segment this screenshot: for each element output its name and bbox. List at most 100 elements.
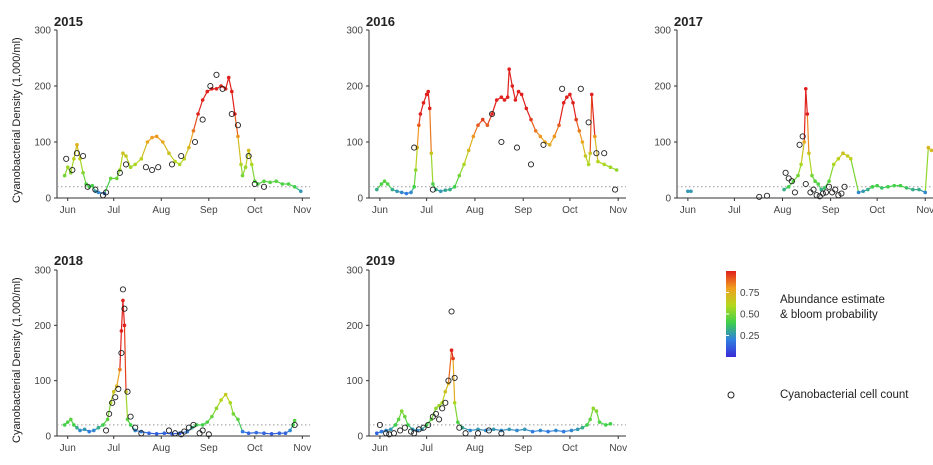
estimate-point — [515, 428, 519, 433]
estimate-point — [128, 423, 133, 427]
estimate-point — [65, 165, 70, 169]
estimate-point — [292, 418, 297, 423]
estimate-point — [210, 87, 214, 91]
count-point — [799, 133, 806, 140]
count-point — [841, 183, 848, 190]
count-point — [191, 138, 199, 146]
estimate-point — [476, 427, 480, 432]
estimate-point — [588, 417, 592, 422]
estimate-point — [122, 323, 127, 328]
estimate-point — [424, 92, 429, 97]
estimate-point — [82, 427, 87, 432]
estimate-point — [161, 140, 165, 144]
y-tick-label: 100 — [346, 138, 363, 149]
estimate-point — [451, 356, 455, 361]
estimate-point — [243, 165, 248, 169]
estimate-segment — [416, 125, 420, 148]
estimate-point — [538, 428, 543, 433]
estimate-point — [880, 186, 884, 190]
estimate-point — [429, 151, 434, 155]
estimate-point — [121, 298, 125, 303]
x-tick-label: Nov — [293, 443, 311, 454]
estimate-point — [283, 431, 288, 436]
count-point — [829, 189, 836, 196]
y-tick-label: 100 — [654, 138, 671, 149]
estimate-point — [124, 154, 128, 158]
estimate-point — [571, 101, 575, 105]
x-tick-label: Nov — [293, 205, 311, 216]
y-tick-label: 200 — [346, 321, 363, 332]
estimate-segment — [521, 94, 527, 109]
y-tick-label: 200 — [34, 82, 51, 93]
estimate-point — [845, 154, 850, 158]
x-tick-label: Jun — [60, 443, 76, 454]
estimate-point — [596, 159, 600, 164]
count-point — [397, 427, 404, 434]
estimate-point — [519, 92, 524, 97]
estimate-point — [476, 123, 480, 127]
estimate-point — [210, 414, 214, 419]
count-point — [527, 161, 535, 168]
estimate-point — [219, 84, 223, 88]
estimate-point — [262, 431, 266, 436]
estimate-point — [205, 420, 210, 424]
estimate-point — [552, 134, 557, 139]
x-tick-label: Oct — [247, 443, 263, 454]
estimate-point — [602, 162, 606, 167]
estimate-point — [389, 427, 393, 432]
estimate-point — [841, 151, 845, 155]
count-point — [810, 186, 817, 193]
estimate-point — [101, 423, 105, 427]
estimate-point — [904, 186, 909, 190]
estimate-point — [861, 189, 865, 194]
estimate-point — [249, 162, 254, 167]
panel-2016: 2016 0 100 200 300 Jun Jul Aug Sep Oct Nov — [346, 14, 627, 216]
estimate-segment — [119, 153, 124, 171]
estimate-point — [507, 67, 511, 71]
y-tick-label: 300 — [34, 266, 51, 277]
x-tick-label: Oct — [869, 205, 885, 216]
estimate-segment — [225, 77, 230, 89]
count-point — [390, 430, 397, 437]
x-tick-label: Jul — [107, 205, 120, 216]
count-point — [425, 421, 432, 428]
estimate-point — [827, 179, 831, 183]
estimate-point — [452, 401, 457, 405]
estimate-point — [689, 189, 693, 194]
estimate-point — [522, 427, 527, 432]
count-point — [498, 138, 505, 146]
estimate-point — [819, 187, 824, 192]
count-point — [132, 424, 139, 431]
count-point — [213, 71, 220, 78]
count-point — [149, 166, 156, 174]
estimate-point — [502, 98, 507, 102]
estimate-segment — [251, 164, 256, 182]
panel-title: 2017 — [674, 14, 703, 29]
estimate-segment — [418, 113, 421, 126]
estimate-point — [561, 429, 566, 434]
count-point — [127, 413, 134, 420]
estimate-point — [268, 180, 272, 185]
estimate-point — [292, 185, 297, 189]
x-tick-label: Nov — [916, 205, 933, 216]
estimate-segment — [572, 102, 577, 120]
legend-count-label: Cyanobacterial cell count — [780, 389, 909, 401]
estimate-point — [417, 123, 421, 127]
legend-tick-label: 0.75 — [740, 288, 760, 299]
estimate-point — [569, 428, 574, 433]
panel-title: 2016 — [366, 14, 395, 29]
x-tick-label: Sep — [200, 205, 218, 216]
estimate-point — [565, 95, 569, 99]
estimate-segment — [468, 136, 474, 151]
y-tick-label: 0 — [45, 194, 51, 205]
estimate-point — [557, 123, 561, 127]
count-point — [819, 190, 826, 197]
estimate-segment — [828, 164, 835, 182]
estimate-point — [286, 182, 291, 186]
estimate-point — [583, 154, 588, 158]
count-point — [401, 424, 408, 431]
estimate-point — [438, 189, 443, 194]
count-point — [432, 410, 440, 417]
count-point — [813, 192, 820, 199]
estimate-point — [418, 112, 423, 116]
